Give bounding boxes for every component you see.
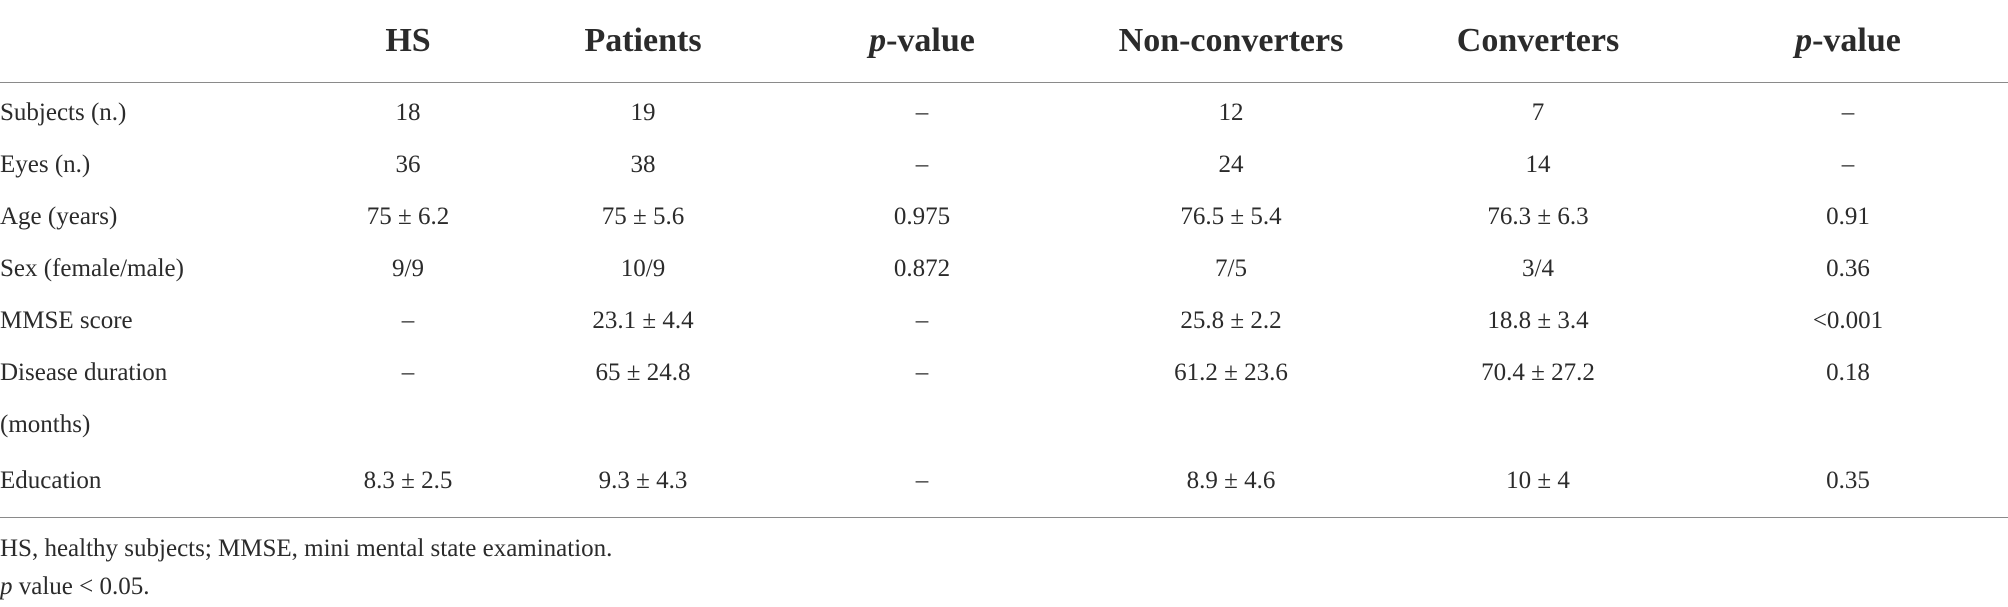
table-row: Sex (female/male) 9/9 10/9 0.872 7/5 3/4… (0, 243, 2008, 295)
cell-p-value-1: – (915, 99, 929, 126)
header-converters: Converters (1388, 0, 1688, 83)
header-p-value-2: p-value (1688, 0, 2008, 83)
table-row: Subjects (n.) 18 19 – 12 7 – (0, 83, 2008, 140)
row-label: Eyes (n.) (0, 151, 91, 178)
row-label: Age (years) (0, 203, 118, 230)
cell-non-converters: 76.5 ± 5.4 (1180, 203, 1282, 230)
header-p-rest: -value (886, 22, 975, 59)
characteristics-table: HS Patients p-value Non-converters Conve… (0, 0, 2008, 518)
cell-converters: 7 (1531, 99, 1545, 126)
cell-hs: – (401, 359, 415, 386)
cell-p-value-1: – (915, 359, 929, 386)
table-body: Subjects (n.) 18 19 – 12 7 – Eyes (n.) 3… (0, 83, 2008, 518)
cell-converters: 14 (1525, 151, 1551, 178)
cell-non-converters: 8.9 ± 4.6 (1074, 451, 1388, 518)
cell-non-converters: 61.2 ± 23.6 (1174, 359, 1288, 386)
cell-p-value-2: 0.36 (1826, 255, 1870, 282)
cell-hs: 18 (395, 99, 421, 126)
table-row-continuation: (months) (0, 399, 2008, 451)
header-p-value-1: p-value (770, 0, 1074, 83)
footnote-p-italic: p (0, 573, 13, 600)
header-hs: HS (300, 0, 516, 83)
header-non-converters: Non-converters (1074, 0, 1388, 83)
cell-hs: 9/9 (392, 255, 424, 282)
cell-patients: 9.3 ± 4.3 (516, 451, 770, 518)
table-row: Education 8.3 ± 2.5 9.3 ± 4.3 – 8.9 ± 4.… (0, 451, 2008, 518)
empty-cell (1074, 399, 1388, 451)
cell-p-value-2: – (1841, 99, 1855, 126)
header-cell-empty (0, 0, 300, 83)
cell-converters: 76.3 ± 6.3 (1487, 203, 1589, 230)
header-p-italic: p (1795, 22, 1813, 59)
cell-p-value-2: 0.18 (1826, 359, 1870, 386)
row-label: Disease duration (0, 359, 168, 386)
cell-non-converters: 25.8 ± 2.2 (1180, 307, 1282, 334)
empty-cell (516, 399, 770, 451)
cell-p-value-1: 0.975 (893, 203, 951, 230)
footnote-abbreviations: HS, healthy subjects; MMSE, mini mental … (0, 535, 613, 562)
cell-non-converters: 24 (1218, 151, 1244, 178)
header-p-rest: -value (1812, 22, 1901, 59)
cell-p-value-1: – (915, 307, 929, 334)
empty-cell (1688, 399, 2008, 451)
header-row: HS Patients p-value Non-converters Conve… (0, 0, 2008, 83)
cell-p-value-2: 0.35 (1688, 451, 2008, 518)
row-label: Education (0, 451, 300, 518)
cell-patients: 38 (630, 151, 656, 178)
cell-p-value-2: <0.001 (1812, 307, 1884, 334)
cell-non-converters: 7/5 (1215, 255, 1247, 282)
cell-p-value-1: – (770, 451, 1074, 518)
header-p-italic: p (869, 22, 887, 59)
cell-p-value-2: – (1841, 151, 1855, 178)
cell-hs: 36 (395, 151, 421, 178)
cell-non-converters: 12 (1218, 99, 1244, 126)
table-header: HS Patients p-value Non-converters Conve… (0, 0, 2008, 83)
cell-p-value-1: 0.872 (893, 255, 951, 282)
table-footnotes: HS, healthy subjects; MMSE, mini mental … (0, 530, 2008, 606)
row-label: Sex (female/male) (0, 255, 184, 282)
empty-cell (770, 399, 1074, 451)
cell-patients: 10/9 (620, 255, 666, 282)
cell-converters: 18.8 ± 3.4 (1487, 307, 1589, 334)
header-patients: Patients (516, 0, 770, 83)
table-row: Age (years) 75 ± 6.2 75 ± 5.6 0.975 76.5… (0, 191, 2008, 243)
cell-hs: 75 ± 6.2 (366, 203, 450, 230)
cell-converters: 70.4 ± 27.2 (1481, 359, 1595, 386)
footnote-p-rest: value < 0.05. (12, 573, 150, 600)
table-row: Disease duration – 65 ± 24.8 – 61.2 ± 23… (0, 347, 2008, 399)
row-label: MMSE score (0, 307, 133, 334)
cell-patients: 65 ± 24.8 (595, 359, 691, 386)
cell-p-value-2: 0.91 (1826, 203, 1870, 230)
cell-converters: 10 ± 4 (1388, 451, 1688, 518)
row-label-continuation: (months) (0, 411, 91, 438)
cell-hs: – (401, 307, 415, 334)
empty-cell (1388, 399, 1688, 451)
cell-patients: 23.1 ± 4.4 (592, 307, 694, 334)
cell-p-value-1: – (915, 151, 929, 178)
empty-cell (300, 399, 516, 451)
cell-converters: 3/4 (1522, 255, 1554, 282)
cell-patients: 19 (630, 99, 656, 126)
cell-hs: 8.3 ± 2.5 (300, 451, 516, 518)
cell-patients: 75 ± 5.6 (601, 203, 685, 230)
table-row: MMSE score – 23.1 ± 4.4 – 25.8 ± 2.2 18.… (0, 295, 2008, 347)
table-row: Eyes (n.) 36 38 – 24 14 – (0, 139, 2008, 191)
row-label: Subjects (n.) (0, 99, 127, 126)
footnote-significance: p value < 0.05. (0, 568, 2008, 606)
